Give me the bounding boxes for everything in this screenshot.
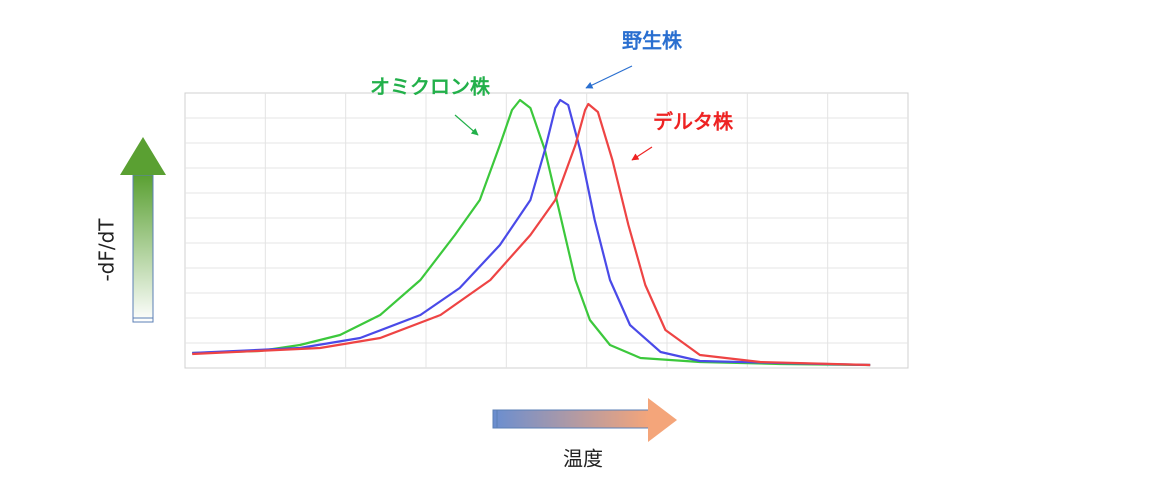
x-arrow [492, 398, 677, 442]
series-line [192, 98, 871, 367]
x-axis-label: 温度 [563, 447, 603, 471]
annotation-arrow [454, 114, 479, 136]
annotation-arrow [585, 65, 633, 89]
y-arrow [120, 137, 166, 323]
series-label: デルタ株 [653, 110, 734, 134]
annotation-arrow [631, 146, 653, 161]
series-label: オミクロン株 [370, 75, 491, 99]
y-axis-label: -dF/dT [95, 218, 119, 282]
series-label: 野生株 [622, 29, 683, 53]
plot-area [184, 92, 909, 369]
series-line [192, 102, 871, 367]
series-line [192, 98, 871, 367]
